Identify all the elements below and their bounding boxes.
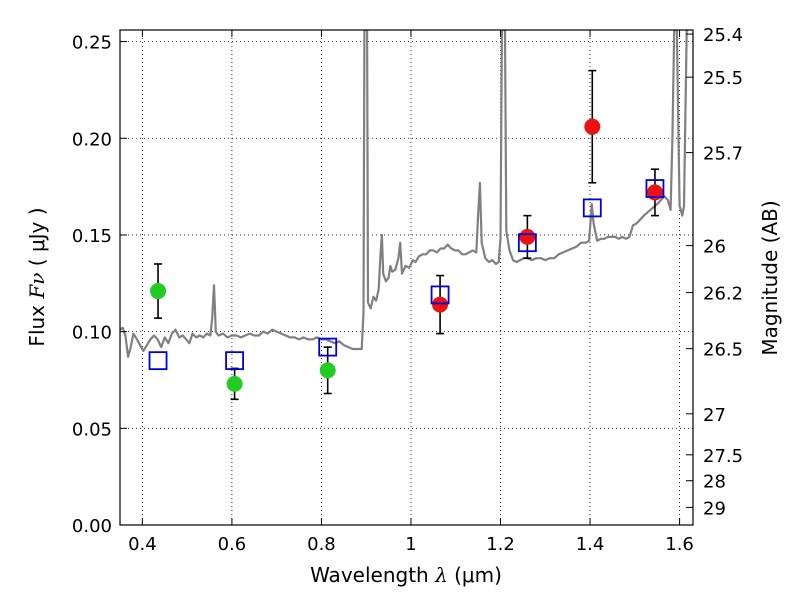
magnitude-tick-label: 28 — [703, 472, 726, 493]
observed-flux-marker — [519, 228, 536, 245]
magnitude-tick-label: 27 — [703, 405, 726, 426]
x-tick-label: 1.4 — [576, 534, 605, 555]
observed-flux-marker — [646, 184, 663, 201]
y-tick-label: 0.05 — [72, 419, 112, 440]
magnitude-tick-label: 25.7 — [703, 144, 743, 165]
model-square-marker — [148, 351, 168, 371]
model-square-marker — [645, 179, 665, 198]
x-tick-label: 1 — [405, 534, 416, 555]
observed-flux-marker — [226, 375, 243, 392]
x-tick-label: 1.6 — [665, 534, 694, 555]
grid — [120, 30, 693, 526]
y-tick-label: 0.00 — [72, 516, 112, 537]
magnitude-tick-label: 26.5 — [703, 340, 743, 361]
y-tick-label: 0.25 — [72, 33, 112, 54]
magnitude-tick-label: 29 — [703, 498, 726, 519]
sed-model-curve — [120, 30, 689, 358]
model-square-marker — [582, 198, 602, 218]
observed-flux-marker — [150, 283, 167, 300]
x-tick-label: 0.8 — [307, 534, 336, 555]
y-tick-label: 0.20 — [72, 129, 112, 150]
model-square-marker — [225, 351, 245, 371]
magnitude-tick-label: 25.4 — [703, 25, 743, 46]
magnitude-tick-label: 27.5 — [703, 446, 743, 467]
observed-flux-marker — [584, 118, 601, 135]
observed-flux-marker — [432, 296, 449, 313]
axis-ticks: 0.4 0.6 0.8 1 1.2 1.4 1.6 0.00 0.05 0.10 0.15 0.20 0… — [72, 25, 743, 555]
observed-flux-marker — [319, 362, 336, 379]
x-tick-label: 0.6 — [218, 534, 247, 555]
y-axis-label: Flux Fν ( μJy ) — [25, 207, 49, 346]
x-tick-label: 0.4 — [128, 534, 157, 555]
model-square-marker — [318, 337, 338, 357]
y-tick-label: 0.10 — [72, 323, 112, 344]
data-markers — [148, 69, 665, 401]
y-tick-label: 0.15 — [72, 226, 112, 247]
model-square-marker — [517, 233, 537, 253]
x-tick-label: 1.2 — [486, 534, 515, 555]
plot-area — [120, 30, 693, 525]
plot-frame — [119, 29, 694, 526]
magnitude-tick-label: 26.2 — [703, 284, 743, 305]
magnitude-tick-label: 25.5 — [703, 68, 743, 89]
y2-axis-label: Magnitude (AB) — [758, 200, 782, 355]
x-axis-label: Wavelength λ (μm) — [310, 563, 502, 587]
magnitude-tick-label: 26 — [703, 237, 726, 258]
model-square-marker — [430, 285, 450, 305]
